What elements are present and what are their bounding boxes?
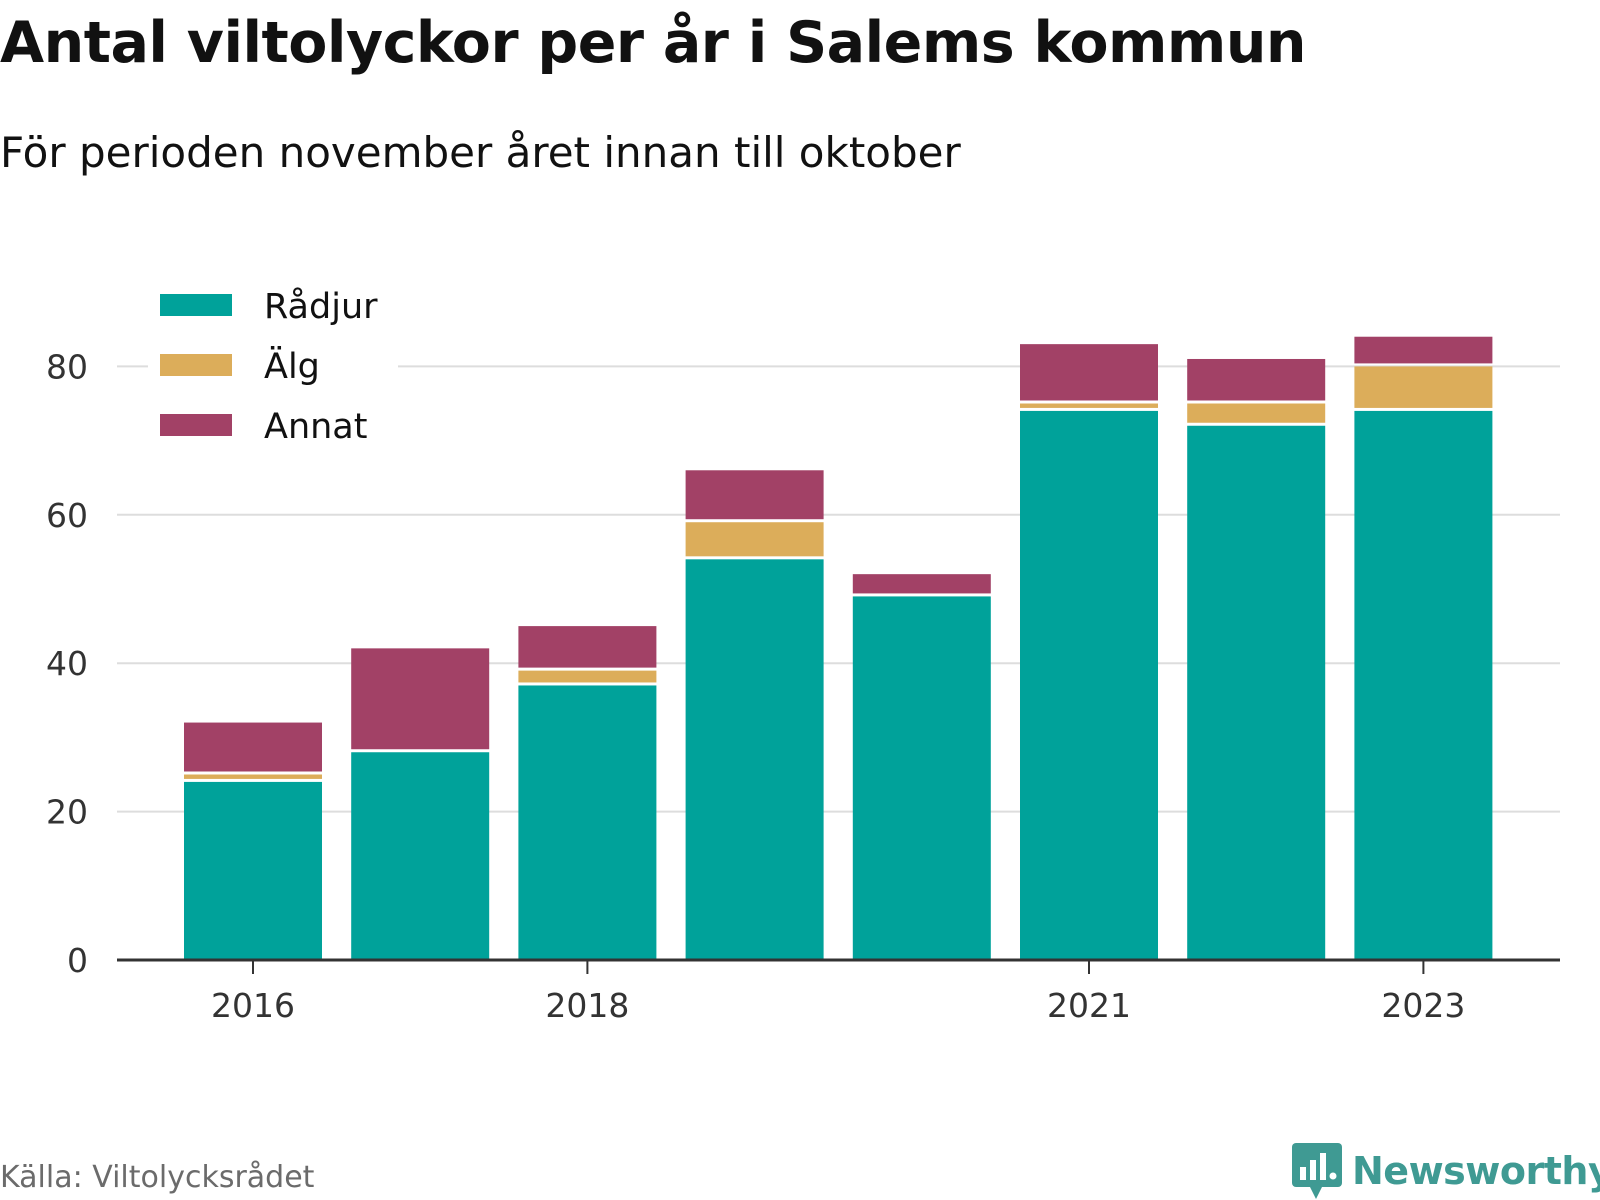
bar-2017-annat xyxy=(351,648,490,750)
bar-2018-rådjur xyxy=(518,685,657,960)
bar-2022-annat xyxy=(1187,358,1326,401)
newsworthy-logo-icon xyxy=(1292,1143,1342,1199)
chart-title: Antal viltolyckor per år i Salems kommun xyxy=(0,10,1306,76)
bars xyxy=(184,336,1493,960)
bar-2023-älg xyxy=(1354,366,1493,408)
y-tick-label: 40 xyxy=(46,644,88,683)
bar-2022-rådjur xyxy=(1187,425,1326,960)
bar-2017-rådjur xyxy=(351,752,490,960)
source-note: Källa: Viltolycksrådet xyxy=(0,1160,315,1195)
y-tick-label: 0 xyxy=(67,941,88,980)
legend: Rådjur Älg Annat xyxy=(148,282,398,450)
bar-2016-älg xyxy=(184,774,322,779)
x-tick-label: 2018 xyxy=(545,986,629,1025)
bar-2016-rådjur xyxy=(184,781,322,960)
bar-2016-annat xyxy=(184,722,322,772)
bar-2019-älg xyxy=(685,522,824,557)
bar-2019-rådjur xyxy=(685,559,824,960)
legend-label-älg: Älg xyxy=(264,345,320,387)
legend-swatch-älg xyxy=(160,354,232,376)
legend-swatch-annat xyxy=(160,414,232,436)
legend-label-annat: Annat xyxy=(264,407,367,447)
axes: 0 20 40 60 80 2016 2018 2021 2023 xyxy=(46,347,1560,1025)
chart-subtitle: För perioden november året innan till ok… xyxy=(0,128,961,177)
x-tick-label: 2016 xyxy=(211,986,295,1025)
legend-swatch-rådjur xyxy=(160,294,232,316)
bar-2023-annat xyxy=(1354,336,1493,364)
y-tick-label: 20 xyxy=(46,793,88,832)
bar-2022-älg xyxy=(1187,403,1326,423)
x-tick-label: 2021 xyxy=(1047,986,1131,1025)
bar-2021-rådjur xyxy=(1020,410,1158,960)
y-tick-label: 80 xyxy=(46,347,88,386)
x-tick-label: 2023 xyxy=(1381,986,1465,1025)
bar-2021-annat xyxy=(1020,344,1158,401)
legend-label-rådjur: Rådjur xyxy=(264,286,378,327)
bar-2018-annat xyxy=(518,626,657,668)
bar-2020-annat xyxy=(852,574,991,594)
brand-logo: Newsworthy xyxy=(1292,1142,1600,1200)
bar-2018-älg xyxy=(518,670,657,683)
bar-2019-annat xyxy=(685,470,824,520)
bar-2023-rådjur xyxy=(1354,410,1493,960)
brand-name: Newsworthy xyxy=(1352,1149,1600,1193)
y-tick-label: 60 xyxy=(46,496,88,535)
bar-2020-rådjur xyxy=(852,596,991,960)
bar-2021-älg xyxy=(1020,403,1158,408)
